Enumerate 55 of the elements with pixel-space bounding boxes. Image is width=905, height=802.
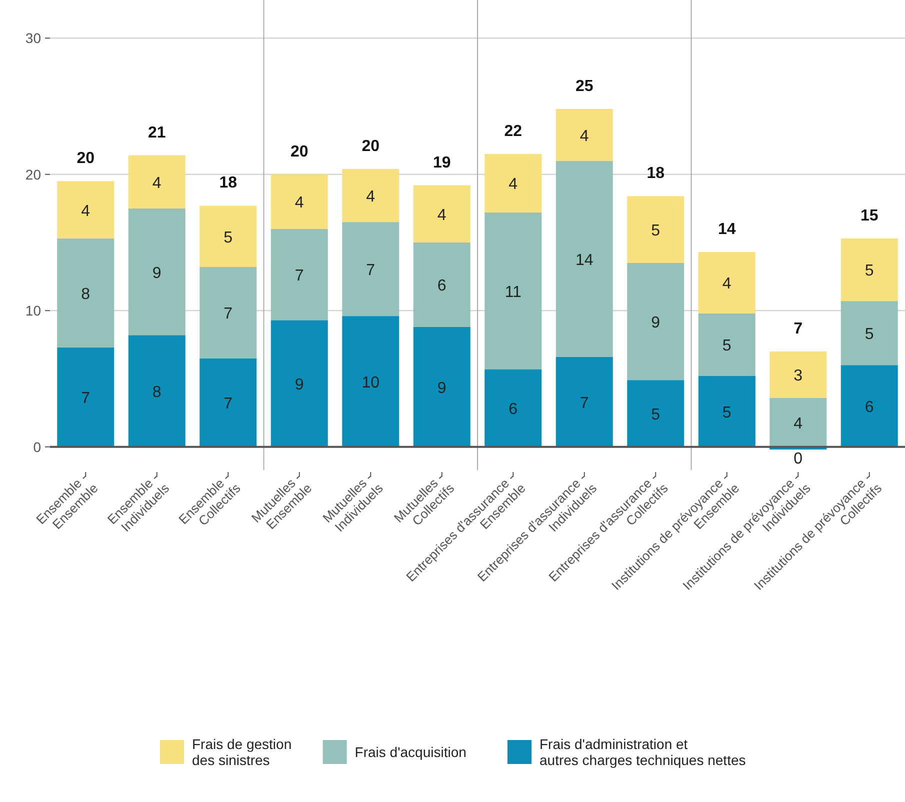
data-label: 7 [580,394,589,412]
data-label: 4 [794,415,803,432]
data-label: 7 [366,262,376,280]
data-label: 0 [794,450,803,468]
total-label: 20 [362,138,380,155]
data-label: 4 [580,128,589,145]
data-label: 4 [366,188,376,206]
total-label: 19 [432,154,451,172]
total-label: 20 [76,150,95,168]
data-label: 9 [437,380,446,397]
total-label: 25 [575,78,594,95]
legend-label: Frais de gestion des sinistres [192,736,292,768]
total-label: 18 [219,174,238,192]
total-label: 14 [718,221,736,238]
data-label: 8 [81,286,90,303]
data-label: 5 [722,404,732,422]
data-label: 6 [508,401,518,418]
total-label: 18 [646,165,665,182]
data-label: 9 [152,264,162,282]
data-label: 3 [794,368,803,385]
data-label: 4 [294,194,304,212]
data-label: 5 [651,406,660,424]
data-label: 4 [508,176,518,194]
data-label: 5 [864,262,874,280]
y-tick-label: 30 [25,30,42,46]
data-label: 7 [81,390,90,408]
y-tick-label: 0 [33,438,42,455]
data-label: 7 [294,268,304,285]
data-label: 14 [575,252,594,269]
data-label: 5 [224,229,233,246]
data-label: 6 [864,398,874,416]
total-label: 21 [148,124,166,142]
data-label: 9 [294,376,304,394]
data-label: 10 [362,374,380,392]
data-label: 4 [81,202,90,220]
data-label: 7 [224,306,233,323]
data-label: 7 [224,396,233,413]
total-label: 15 [860,207,878,224]
data-label: 5 [864,326,874,344]
y-tick-label: 10 [25,302,42,319]
data-label: 9 [651,314,660,332]
data-label: 5 [651,222,660,240]
data-label: 4 [722,276,732,293]
data-label: 5 [722,338,732,355]
legend-label: Frais d'acquisition [354,744,466,760]
total-label: 20 [290,143,308,160]
total-label: 7 [794,320,803,338]
data-label: 4 [152,174,162,192]
data-label: 8 [152,384,162,401]
data-label: 6 [437,278,446,295]
total-label: 22 [504,122,522,140]
data-label: 11 [504,284,522,301]
legend-label: Frais d'administration et autres charges techniques nettes [540,736,746,768]
data-label: 4 [437,206,446,224]
y-tick-label: 20 [25,166,42,182]
